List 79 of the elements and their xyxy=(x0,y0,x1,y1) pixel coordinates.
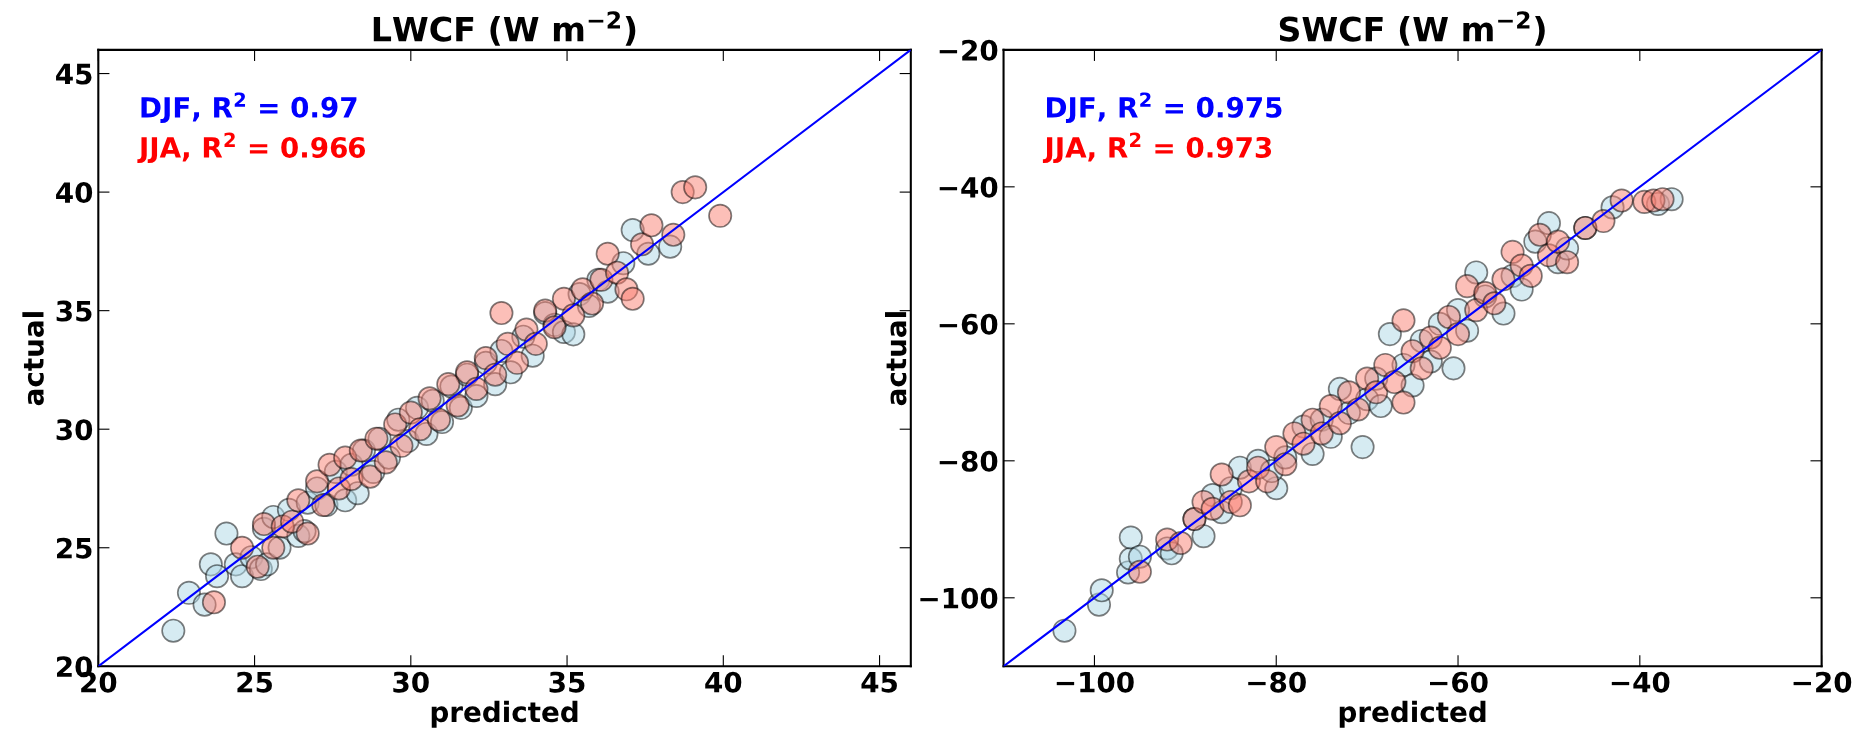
point xyxy=(1382,370,1407,395)
point xyxy=(1591,209,1616,234)
point xyxy=(1327,411,1352,436)
point xyxy=(483,362,508,387)
y-tick-label: −20 xyxy=(939,39,998,61)
x-tick-label: 35 xyxy=(549,671,585,693)
point xyxy=(1127,559,1152,584)
point xyxy=(1391,308,1416,333)
point xyxy=(1441,356,1466,381)
y-tick-label: −40 xyxy=(939,176,998,198)
point xyxy=(489,300,514,326)
point xyxy=(1491,267,1516,292)
point xyxy=(358,464,383,489)
y-tick-label: 30 xyxy=(56,419,93,441)
y-tick-label: −100 xyxy=(920,587,998,609)
y-tick-label: 35 xyxy=(56,300,92,322)
point xyxy=(230,535,255,560)
x-tick-label: −40 xyxy=(1611,671,1670,693)
y-axis-title: actual xyxy=(22,312,44,406)
x-axis-title: predicted xyxy=(1339,700,1486,728)
point xyxy=(1052,618,1077,643)
point xyxy=(1118,525,1143,550)
annotation: JJA, R$^{2}$ = 0.966 xyxy=(137,132,366,164)
point xyxy=(373,450,398,475)
point xyxy=(708,203,733,228)
point xyxy=(389,433,414,458)
point xyxy=(1482,291,1507,316)
point xyxy=(1455,274,1480,299)
point xyxy=(201,590,226,615)
point xyxy=(1350,435,1375,460)
y-axis-title: actual xyxy=(885,312,907,406)
point xyxy=(214,521,239,546)
point xyxy=(1168,530,1193,556)
x-tick-label: 40 xyxy=(705,671,742,693)
point xyxy=(595,241,620,266)
point xyxy=(1409,356,1434,381)
point xyxy=(523,331,548,356)
point xyxy=(1650,187,1675,212)
point xyxy=(1436,304,1461,330)
point xyxy=(305,469,330,494)
point xyxy=(1255,469,1280,494)
point xyxy=(1377,322,1402,347)
x-tick-label: −60 xyxy=(1430,671,1488,693)
x-tick-label: −100 xyxy=(1056,671,1134,693)
point xyxy=(495,331,520,356)
chart-title: SWCF (W m$^{−2}$) xyxy=(1279,11,1545,46)
y-tick-label: 45 xyxy=(56,63,92,85)
point xyxy=(1555,250,1580,275)
x-tick-label: 45 xyxy=(861,672,897,693)
annotation: JJA, R$^{2}$ = 0.973 xyxy=(1042,132,1272,164)
x-tick-label: −80 xyxy=(1248,671,1306,693)
x-tick-label: 25 xyxy=(237,671,272,693)
annotation: DJF, R$^{2}$ = 0.975 xyxy=(1047,92,1282,123)
y-tick-label: 25 xyxy=(57,537,92,559)
x-tick-label: −20 xyxy=(1793,671,1852,693)
point xyxy=(464,376,489,401)
point xyxy=(1191,524,1216,549)
point xyxy=(161,618,186,643)
annotation: DJF, R$^{2}$ = 0.97 xyxy=(141,92,357,123)
point xyxy=(620,286,645,311)
point xyxy=(286,488,311,513)
y-tick-label: 40 xyxy=(56,182,93,204)
point xyxy=(261,535,286,560)
point xyxy=(1346,397,1371,422)
point xyxy=(1391,390,1416,415)
point xyxy=(639,213,664,238)
point xyxy=(1427,335,1452,360)
point xyxy=(505,350,530,375)
y-tick-label: −80 xyxy=(939,450,998,472)
point xyxy=(1209,462,1234,487)
point xyxy=(1373,352,1398,377)
chart-title: LWCF (W m$^{−2}$) xyxy=(373,11,636,46)
point xyxy=(1273,452,1298,477)
point xyxy=(1227,493,1252,518)
point xyxy=(683,175,708,200)
x-axis-title: predicted xyxy=(431,700,578,728)
x-tick-label: 30 xyxy=(393,671,429,693)
point xyxy=(1445,322,1471,347)
y-tick-label: −60 xyxy=(939,313,998,335)
